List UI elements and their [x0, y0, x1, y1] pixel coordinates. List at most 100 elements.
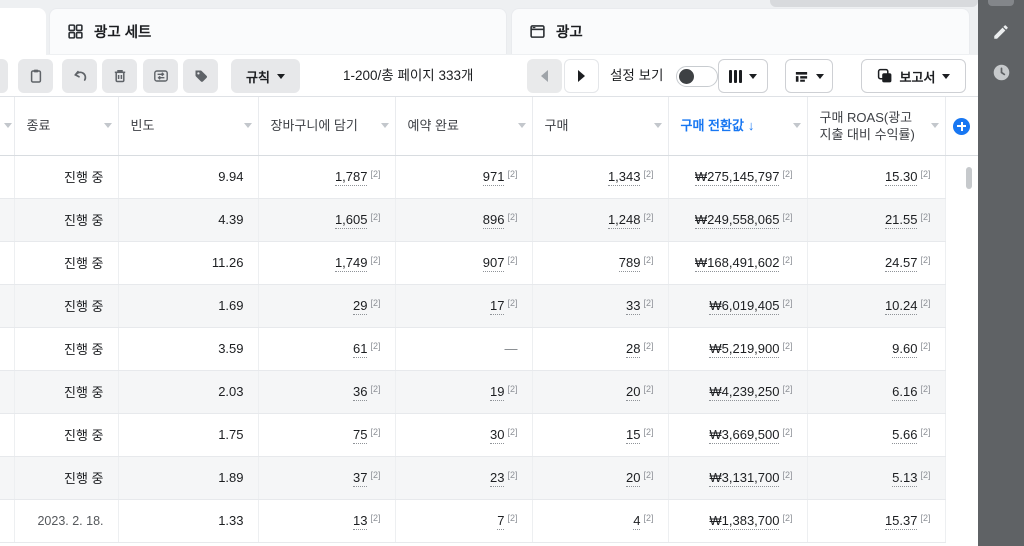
cell-roas: 15.30 [2] [807, 155, 946, 199]
metric-value[interactable]: ₩168,491,602 [694, 255, 780, 272]
footnote-marker: [2] [370, 298, 381, 308]
metric-value[interactable]: 971 [482, 169, 505, 186]
chevron-down-icon [103, 123, 112, 128]
clock-icon [992, 63, 1011, 82]
metric-value[interactable]: 20 [626, 384, 641, 401]
metric-value[interactable]: 75 [353, 427, 368, 444]
cell-purchase: 33 [2] [532, 284, 669, 328]
tab-campaigns-partial[interactable] [0, 8, 46, 56]
tag-button[interactable] [183, 59, 218, 93]
metric-value[interactable]: 10.24 [884, 298, 918, 315]
tab-ad-sets[interactable]: 광고 세트 [49, 8, 507, 54]
column-header-booking_completed[interactable]: 예약 완료 [395, 97, 533, 156]
breakdown-icon [794, 69, 809, 84]
metric-value[interactable]: 15.37 [884, 513, 918, 530]
cell-frequency: 11.26 [118, 241, 259, 285]
metric-value[interactable]: 1,605 [334, 212, 368, 229]
metric-value[interactable]: 28 [626, 341, 641, 358]
chevron-down-icon [243, 123, 252, 128]
column-header-conversion_value[interactable]: 구매 전환값 ↓ [668, 97, 808, 156]
metric-value[interactable]: 15.30 [884, 169, 918, 186]
metric-value[interactable]: 1,749 [334, 255, 368, 272]
metric-value[interactable]: ₩249,558,065 [694, 212, 780, 229]
edit-button-partial[interactable] [0, 59, 8, 93]
cell-add-column [944, 413, 978, 456]
cell-add-column [944, 327, 978, 370]
metric-value[interactable]: ₩275,145,797 [694, 169, 780, 186]
metric-value[interactable]: 1,343 [607, 169, 641, 186]
metric-value[interactable]: 7 [497, 513, 505, 530]
metric-value[interactable]: ₩3,669,500 [709, 427, 780, 444]
prev-page-button[interactable] [527, 59, 562, 93]
metric-value[interactable]: 1,787 [334, 169, 368, 186]
metric-value[interactable]: 4 [633, 513, 641, 530]
metric-value[interactable]: ₩4,239,250 [709, 384, 780, 401]
footnote-marker: [2] [507, 298, 518, 308]
footnote-marker: [2] [507, 169, 518, 179]
metric-value[interactable]: 5.13 [892, 470, 918, 487]
metric-value[interactable]: 789 [618, 255, 641, 272]
cell-partial [0, 284, 15, 328]
vertical-scrollbar-thumb[interactable] [966, 167, 972, 189]
column-header-purchase[interactable]: 구매 [532, 97, 669, 156]
metric-value[interactable]: ₩5,219,900 [709, 341, 780, 358]
metric-value[interactable]: ₩6,019,405 [709, 298, 780, 315]
metric-value[interactable]: 33 [626, 298, 641, 315]
ab-test-button[interactable] [143, 59, 178, 93]
footnote-marker: [2] [920, 212, 931, 222]
metric-value[interactable]: 9.60 [892, 341, 918, 358]
metric-value[interactable]: 37 [353, 470, 368, 487]
metric-value[interactable]: 15 [626, 427, 641, 444]
add-column-header[interactable] [945, 97, 978, 156]
history-sidebar-button[interactable] [978, 52, 1024, 92]
report-button[interactable]: 보고서 [861, 59, 966, 93]
metric-value[interactable]: 20 [626, 470, 641, 487]
metric-value[interactable]: 21.55 [884, 212, 918, 229]
footnote-marker: [2] [507, 255, 518, 265]
column-header-roas[interactable]: 구매 ROAS(광고 지출 대비 수익률) [807, 97, 946, 156]
metric-value[interactable]: 23 [490, 470, 505, 487]
metric-value[interactable]: 907 [482, 255, 505, 272]
footnote-marker: [2] [643, 169, 654, 179]
cell-conversion_value: ₩249,558,065 [2] [668, 198, 808, 242]
clipboard-icon [28, 68, 44, 84]
edit-sidebar-button[interactable] [978, 12, 1024, 52]
column-header-end[interactable]: 종료 [14, 97, 119, 156]
metric-value[interactable]: 6.16 [892, 384, 918, 401]
undo-icon [72, 68, 88, 84]
rules-button[interactable]: 규칙 [231, 59, 300, 93]
chevron-down-icon [942, 73, 951, 79]
tab-ads[interactable]: 광고 [511, 8, 970, 54]
metric-value[interactable]: 24.57 [884, 255, 918, 272]
undo-button[interactable] [62, 59, 97, 93]
breakdown-button[interactable] [785, 59, 833, 93]
footnote-marker: [2] [782, 384, 793, 394]
columns-button[interactable] [718, 59, 768, 93]
column-header-frequency[interactable]: 빈도 [118, 97, 259, 156]
metric-value[interactable]: 30 [490, 427, 505, 444]
plus-circle-icon[interactable] [953, 117, 971, 135]
metric-value[interactable]: 5.66 [892, 427, 918, 444]
delete-button[interactable] [102, 59, 137, 93]
cell-end: 진행 중 [14, 327, 119, 371]
metric-value[interactable]: 17 [490, 298, 505, 315]
footnote-marker: [2] [370, 427, 381, 437]
next-page-button[interactable] [564, 59, 599, 93]
metric-value[interactable]: 29 [353, 298, 368, 315]
sort-desc-arrow: ↓ [747, 118, 755, 134]
footnote-marker: [2] [782, 169, 793, 179]
column-label: 빈도 [130, 118, 155, 134]
metric-value[interactable]: ₩3,131,700 [709, 470, 780, 487]
metric-value[interactable]: ₩1,383,700 [709, 513, 780, 530]
column-header-add_to_cart[interactable]: 장바구니에 담기 [258, 97, 396, 156]
metric-value[interactable]: 36 [353, 384, 368, 401]
column-header-partial[interactable] [0, 97, 15, 156]
metric-value[interactable]: 1,248 [607, 212, 641, 229]
metric-value[interactable]: 896 [482, 212, 505, 229]
metric-value[interactable]: 19 [490, 384, 505, 401]
footnote-marker: [2] [507, 427, 518, 437]
view-settings-toggle[interactable] [676, 66, 718, 87]
duplicate-button[interactable] [18, 59, 53, 93]
metric-value[interactable]: 61 [353, 341, 368, 358]
metric-value[interactable]: 13 [353, 513, 368, 530]
